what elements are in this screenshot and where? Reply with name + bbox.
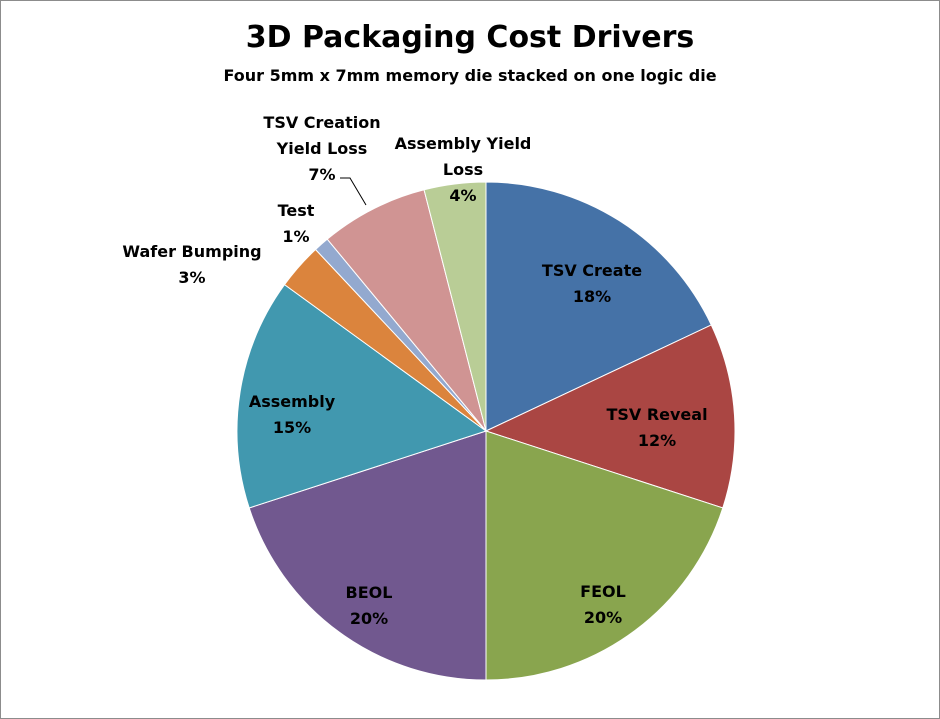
pie-slice-feol — [485, 430, 724, 681]
data-label-test: Test 1% — [278, 201, 315, 246]
pie-slice-assembly — [236, 283, 488, 509]
pie-slice-tsv-creation-yield-loss — [326, 189, 487, 432]
data-label-tsv-creation-yield-loss: TSV Creation Yield Loss 7% — [263, 113, 380, 184]
data-label-feol: FEOL 20% — [580, 582, 626, 627]
data-label-wafer-bumping: Wafer Bumping 3% — [122, 242, 261, 287]
pie-slice-tsv-create — [485, 181, 712, 432]
chart-subtitle: Four 5mm x 7mm memory die stacked on one… — [223, 66, 717, 85]
pie-slice-tsv-reveal — [484, 324, 736, 509]
data-label-assembly: Assembly 15% — [249, 392, 336, 437]
data-label-beol: BEOL 20% — [346, 583, 393, 628]
leader-line — [340, 177, 367, 206]
pie-slice-assembly-yield-loss — [423, 181, 487, 432]
data-label-tsv-create: TSV Create 18% — [542, 261, 642, 306]
pie-slice-beol — [248, 430, 487, 681]
data-label-assembly-yield-loss: Assembly Yield Loss 4% — [395, 134, 532, 205]
data-label-tsv-reveal: TSV Reveal 12% — [606, 405, 707, 450]
chart-title: 3D Packaging Cost Drivers — [245, 20, 695, 55]
